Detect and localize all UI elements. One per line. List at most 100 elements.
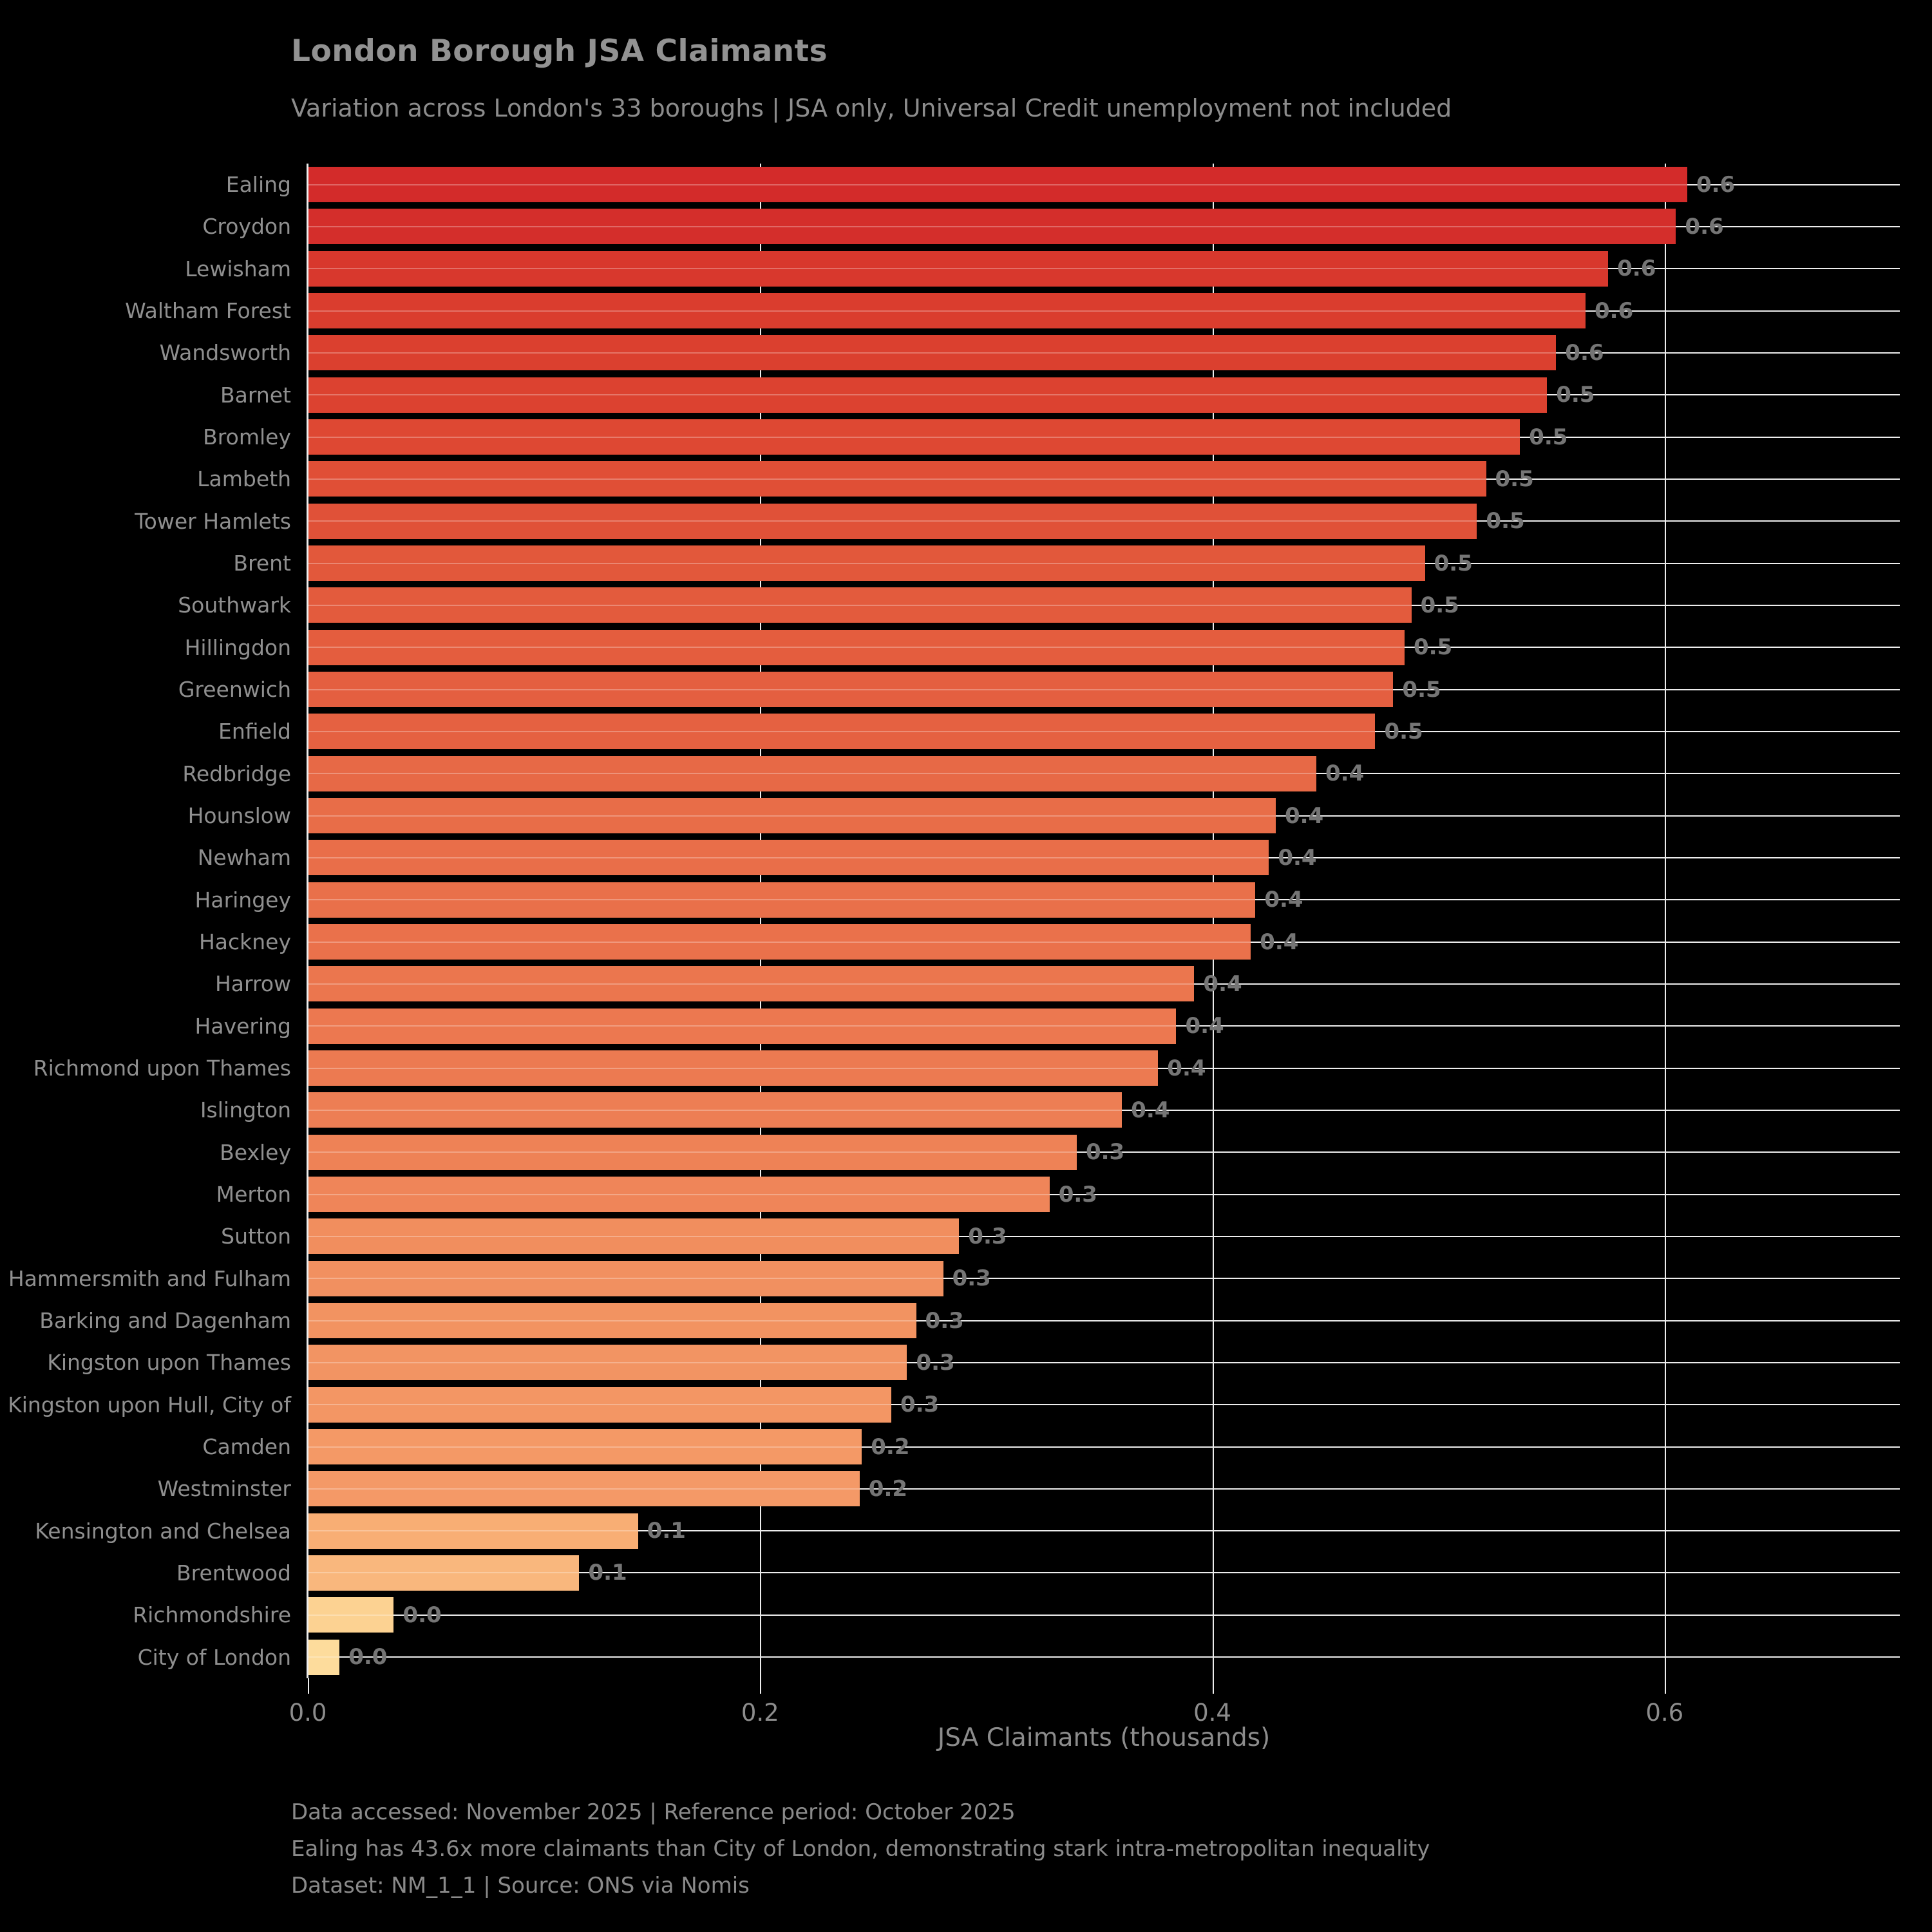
bar: [308, 966, 1195, 1002]
value-label: 0.5: [1384, 718, 1423, 744]
bar-row: Waltham Forest 0.6: [0, 290, 1900, 332]
category-label: Kingston upon Hull, City of: [8, 1392, 291, 1417]
category-label: Lewisham: [185, 256, 291, 281]
bar-row: Kingston upon Thames 0.3: [0, 1341, 1900, 1383]
value-label: 0.6: [1696, 171, 1736, 198]
x-tick-mark: [308, 1678, 309, 1694]
bar-track: 0.4: [308, 1005, 1900, 1047]
vertical-gridline: [760, 164, 762, 1678]
value-label: 0.5: [1495, 466, 1534, 492]
bar: [308, 293, 1586, 329]
plot-gridlines: [308, 164, 1900, 1678]
bar-row: Havering 0.4: [0, 1005, 1900, 1047]
bar-track: 0.2: [308, 1468, 1900, 1510]
bar: [308, 882, 1256, 918]
bar-track: 0.6: [308, 332, 1900, 374]
bar: [308, 798, 1276, 834]
bar-track: 0.5: [308, 668, 1900, 710]
value-label: 0.1: [588, 1560, 627, 1586]
chart-footnotes: Data accessed: November 2025 | Reference…: [291, 1794, 1430, 1904]
value-label: 0.6: [1595, 298, 1634, 324]
bar-row: Greenwich 0.5: [0, 668, 1900, 710]
bar: [308, 1092, 1122, 1128]
value-label: 0.3: [925, 1307, 964, 1334]
bar-track: 0.1: [308, 1510, 1900, 1552]
bar: [308, 461, 1486, 497]
category-label: Westminster: [157, 1476, 291, 1502]
y-axis-spine: [307, 164, 308, 1678]
bar-track: 0.4: [308, 795, 1900, 837]
x-tick-label: 0.0: [289, 1699, 327, 1727]
bar-track: 0.6: [308, 205, 1900, 247]
bar-track: 0.3: [308, 1384, 1900, 1426]
category-label: Tower Hamlets: [135, 508, 291, 534]
bar-track: 0.4: [308, 1047, 1900, 1089]
value-label: 0.4: [1284, 802, 1324, 829]
horizontal-gridline: [308, 1361, 1900, 1363]
bar-track: 0.3: [308, 1132, 1900, 1173]
category-label: Harrow: [214, 971, 291, 997]
bar-row: Barking and Dagenham 0.3: [0, 1300, 1900, 1341]
bar-row: Lambeth 0.5: [0, 458, 1900, 500]
bar-track: 0.5: [308, 584, 1900, 626]
bar-row: Westminster 0.2: [0, 1468, 1900, 1510]
bar-row: Kensington and Chelsea 0.1: [0, 1510, 1900, 1552]
bar: [308, 1008, 1177, 1044]
bar-row: Bexley 0.3: [0, 1132, 1900, 1173]
bar: [308, 1345, 907, 1381]
bar: [308, 377, 1548, 413]
value-label: 0.5: [1413, 634, 1453, 661]
x-tick-label: 0.4: [1193, 1699, 1231, 1727]
category-label: Brent: [233, 551, 291, 576]
footnote-accessed: Data accessed: November 2025 | Reference…: [291, 1799, 1016, 1825]
value-label: 0.2: [868, 1475, 908, 1502]
bar: [308, 924, 1251, 960]
bar-row: Enfield 0.5: [0, 710, 1900, 752]
chart-subtitle: Variation across London's 33 boroughs | …: [291, 94, 1452, 122]
footnote-source: Dataset: NM_1_1 | Source: ONS via Nomis: [291, 1873, 750, 1899]
category-label: Havering: [194, 1013, 291, 1039]
bar: [308, 1134, 1077, 1170]
bar-track: 0.3: [308, 1215, 1900, 1257]
bar-track: 0.6: [308, 248, 1900, 290]
x-tick-mark: [1664, 1678, 1666, 1694]
bar-row: Richmond upon Thames 0.4: [0, 1047, 1900, 1089]
value-label: 0.4: [1167, 1055, 1206, 1081]
bar-row: Brentwood 0.1: [0, 1552, 1900, 1594]
category-label: Richmondshire: [133, 1602, 291, 1628]
bar-chart: Ealing 0.6 Croydon 0.6 Lewisham 0.6 Waltham Fo…: [0, 164, 1900, 1678]
bar: [308, 672, 1394, 708]
category-label: Greenwich: [178, 677, 291, 703]
bar-row: Southwark 0.5: [0, 584, 1900, 626]
category-label: Barking and Dagenham: [39, 1308, 291, 1334]
bar-track: 0.5: [308, 458, 1900, 500]
value-label: 0.5: [1434, 550, 1473, 576]
category-label: Waltham Forest: [125, 298, 291, 324]
bar-track: 0.5: [308, 627, 1900, 668]
bar-row: Brent 0.5: [0, 542, 1900, 584]
x-axis: 0.0 0.2 0.4 0.6: [289, 1678, 1900, 1749]
category-label: Bromley: [203, 424, 291, 450]
bar: [308, 587, 1412, 623]
category-label: Sutton: [221, 1224, 291, 1249]
bar-track: 0.3: [308, 1258, 1900, 1300]
value-label: 0.5: [1486, 508, 1525, 535]
value-label: 0.3: [900, 1392, 940, 1418]
value-label: 0.3: [916, 1349, 955, 1376]
category-label: Brentwood: [176, 1560, 291, 1586]
horizontal-gridline: [308, 1235, 1900, 1237]
value-label: 0.3: [952, 1265, 991, 1292]
bar-track: 0.0: [308, 1636, 1900, 1678]
bar: [308, 714, 1376, 750]
bar-row: Croydon 0.6: [0, 205, 1900, 247]
bar-row: Harrow 0.4: [0, 963, 1900, 1005]
bar-track: 0.0: [308, 1594, 1900, 1636]
value-label: 0.4: [1131, 1097, 1170, 1123]
bar-track: 0.3: [308, 1173, 1900, 1215]
category-label: Barnet: [220, 382, 291, 408]
bar-track: 0.4: [308, 879, 1900, 921]
bar-row: Islington 0.4: [0, 1089, 1900, 1131]
bar: [308, 1597, 394, 1633]
value-label: 0.3: [1058, 1181, 1097, 1208]
